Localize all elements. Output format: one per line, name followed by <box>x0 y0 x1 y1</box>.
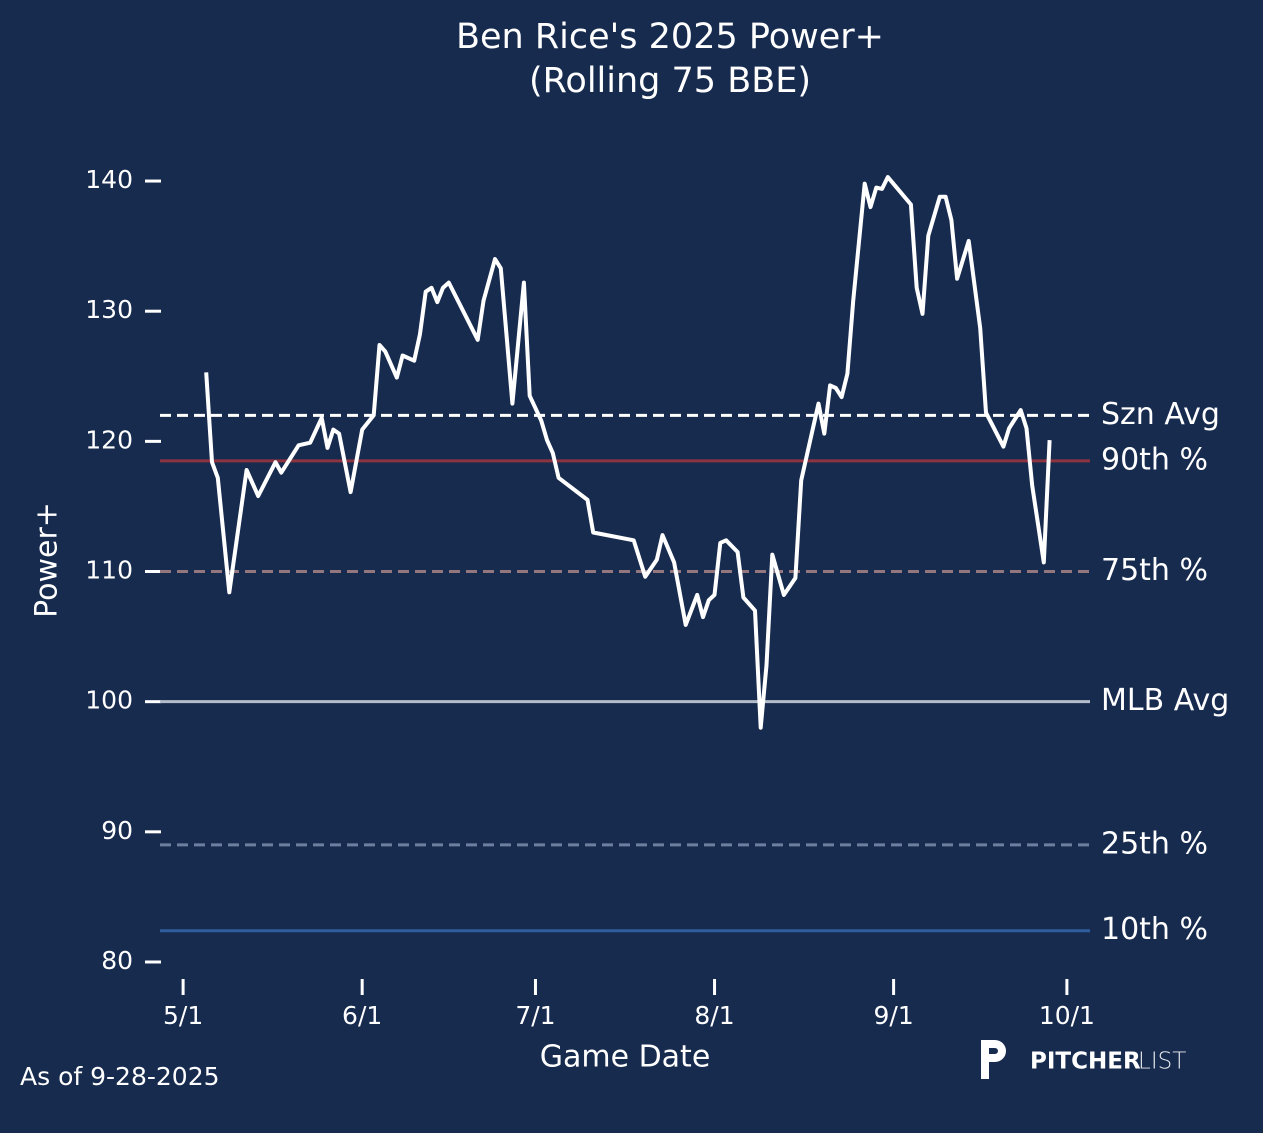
x-tick-label: 8/1 <box>694 1001 734 1030</box>
y-tick-label: 110 <box>85 556 133 585</box>
y-tick-label: 120 <box>85 425 133 454</box>
x-tick-label: 6/1 <box>342 1001 382 1030</box>
reference-label: 10th % <box>1101 912 1208 947</box>
y-tick-label: 100 <box>85 686 133 715</box>
chart-title: Ben Rice's 2025 Power+ <box>456 17 884 57</box>
reference-label: 25th % <box>1101 826 1208 861</box>
y-tick-label: 140 <box>85 165 133 194</box>
logo-icon <box>981 1040 1006 1079</box>
logo-bowl <box>981 1040 1006 1062</box>
x-tick-label: 7/1 <box>515 1001 555 1030</box>
reference-label: MLB Avg <box>1101 683 1229 718</box>
logo-text-light: LIST <box>1138 1049 1186 1075</box>
reference-label: 90th % <box>1101 442 1208 477</box>
reference-label: Szn Avg <box>1101 397 1220 432</box>
logo-text-bold: PITCHER <box>1030 1049 1141 1075</box>
data-line <box>204 175 1052 730</box>
y-tick-label: 90 <box>101 816 133 845</box>
x-tick-label: 10/1 <box>1039 1001 1095 1030</box>
x-axis-label: Game Date <box>540 1040 711 1075</box>
chart-subtitle: (Rolling 75 BBE) <box>529 61 811 101</box>
x-tick-label: 9/1 <box>873 1001 913 1030</box>
y-tick-label: 80 <box>101 946 133 975</box>
y-tick-label: 130 <box>85 295 133 324</box>
y-axis-label: Power+ <box>30 502 65 618</box>
x-tick-label: 5/1 <box>163 1001 203 1030</box>
reference-label: 75th % <box>1101 553 1208 588</box>
note: As of 9-28-2025 <box>20 1062 220 1091</box>
logo-stem <box>981 1048 989 1079</box>
